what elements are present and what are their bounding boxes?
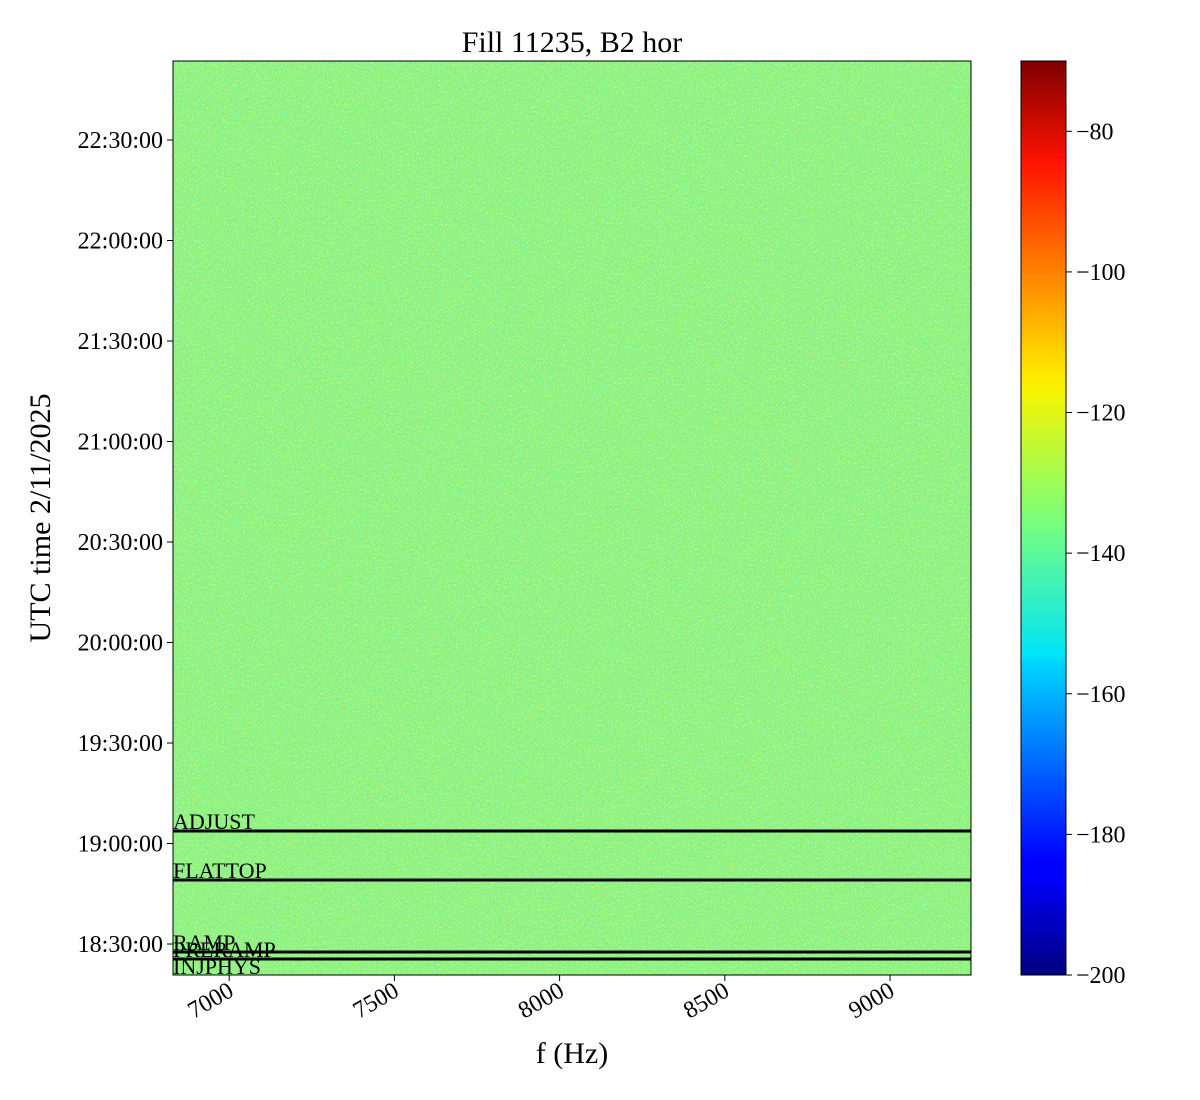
x-axis-label: f (Hz) — [536, 1037, 608, 1070]
colorbar-tick-label: −100 — [1076, 260, 1126, 286]
colorbar-tick-label: −140 — [1076, 541, 1126, 567]
y-tick-label: 22:00:00 — [78, 229, 163, 255]
x-tick-label: 9000 — [844, 978, 899, 1025]
x-tick-label: 8500 — [679, 978, 734, 1025]
y-tick-label: 22:30:00 — [78, 128, 163, 154]
y-tick-label: 19:30:00 — [78, 731, 163, 757]
colorbar-tick-label: −160 — [1076, 682, 1126, 708]
spectrogram-image — [173, 61, 971, 975]
x-tick-label: 7000 — [184, 978, 239, 1025]
marker-label: PRERAMP — [173, 937, 276, 962]
chart-title: Fill 11235, B2 hor — [462, 26, 683, 59]
colorbar-tick-label: −80 — [1076, 119, 1114, 145]
colorbar-tick-label: −120 — [1076, 401, 1126, 427]
y-axis-label: UTC time 2/11/2025 — [24, 394, 57, 643]
marker-label: ADJUST — [173, 809, 255, 834]
marker-label: INJPHYS — [173, 954, 261, 979]
marker-label: FLATTOP — [173, 858, 267, 883]
y-tick-label: 20:30:00 — [78, 530, 163, 556]
y-tick-label: 18:30:00 — [78, 932, 163, 958]
y-tick-label: 20:00:00 — [78, 631, 163, 657]
y-tick-label: 21:30:00 — [78, 329, 163, 355]
y-tick-label: 21:00:00 — [78, 430, 163, 456]
colorbar-tick-label: −180 — [1076, 822, 1126, 848]
spectrogram-noise — [173, 61, 971, 975]
x-tick-label: 7500 — [349, 978, 404, 1025]
colorbar-tick-label: −200 — [1076, 963, 1126, 989]
x-tick-label: 8000 — [514, 978, 569, 1025]
y-tick-label: 19:00:00 — [78, 832, 163, 858]
marker-label: RAMP — [173, 930, 235, 955]
markers — [173, 829, 971, 975]
colorbar — [1020, 60, 1067, 976]
plot-frame — [172, 60, 972, 976]
